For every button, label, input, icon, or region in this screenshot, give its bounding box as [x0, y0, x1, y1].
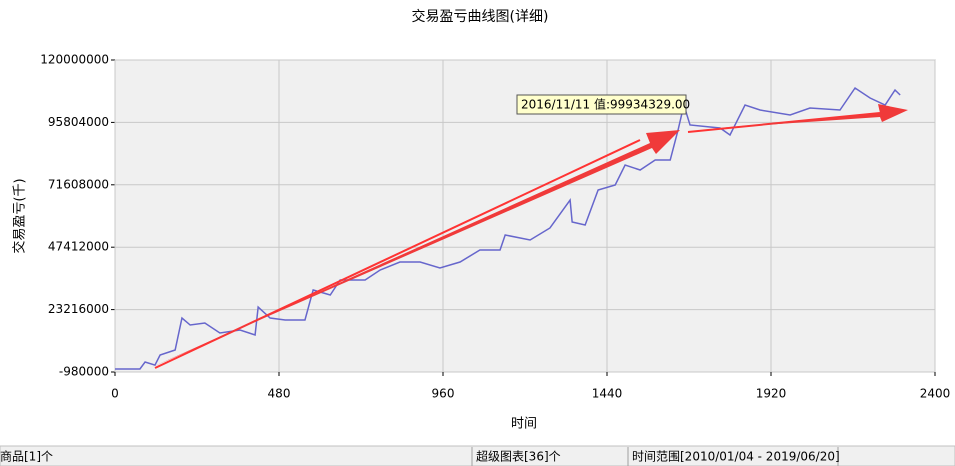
x-tick-label: 1440 — [592, 387, 623, 401]
status-bar — [0, 445, 955, 466]
x-tick-label: 0 — [111, 387, 119, 401]
x-tick-label: 960 — [432, 387, 455, 401]
y-tick-label: 23216000 — [48, 302, 109, 316]
tooltip-box — [516, 94, 687, 115]
x-tick-label: 1920 — [756, 387, 787, 401]
y-tick-label: 47412000 — [48, 240, 109, 254]
y-tick-label: 95804000 — [48, 115, 109, 129]
arrows — [150, 104, 908, 369]
x-tick-label: 2400 — [920, 387, 951, 401]
y-tick-label: 71608000 — [48, 177, 109, 191]
arrow-1 — [150, 130, 680, 368]
series-line — [115, 86, 901, 370]
x-axis-label: 时间 — [511, 417, 537, 432]
tooltip: 2016/11/11 值:99934329.00 — [521, 97, 690, 112]
y-axis-label: 交易盈亏(千) — [12, 178, 28, 253]
x-tick-label: 480 — [268, 387, 291, 401]
y-tick-label: 120000000 — [40, 53, 109, 67]
arrow-2 — [720, 104, 908, 128]
chart-title: 交易盈亏曲线图(详细) — [412, 8, 549, 25]
status-item: 超级图表[36]个 — [476, 449, 561, 464]
y-tick-label: -980000 — [59, 365, 109, 379]
status-item: 时间范围[2010/01/04 - 2019/06/20] — [632, 450, 840, 464]
status-item: 商品[1]个 — [0, 449, 53, 464]
